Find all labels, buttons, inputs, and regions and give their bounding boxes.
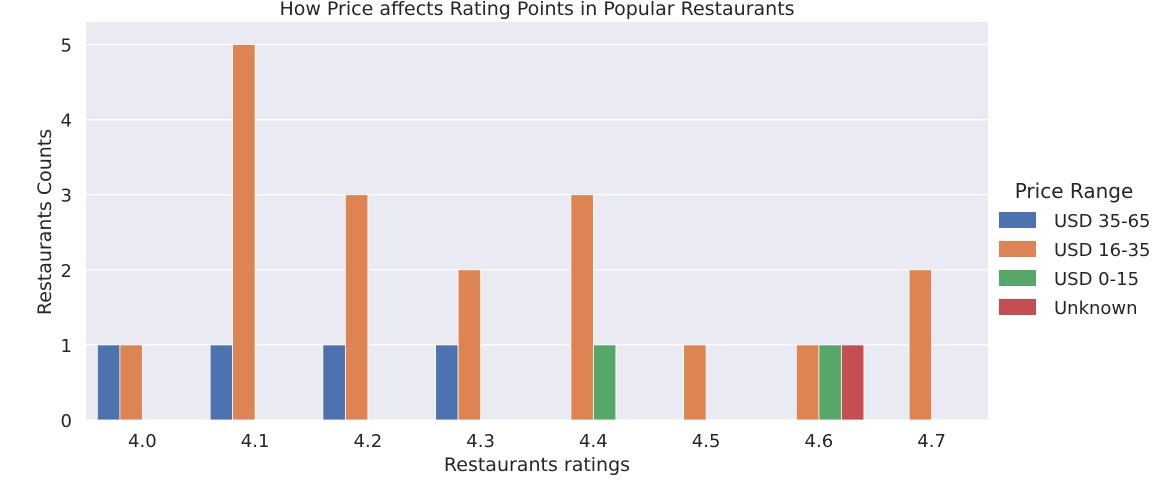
chart-title: How Price affects Rating Points in Popul…: [279, 0, 794, 20]
legend-item: USD 35-65: [999, 211, 1151, 232]
legend-label: Unknown: [1054, 298, 1138, 319]
y-tick-label: 1: [61, 336, 72, 357]
bar: [435, 344, 459, 421]
y-tick-label: 4: [61, 111, 72, 132]
legend-label: USD 0-15: [1054, 269, 1139, 290]
x-axis-title: Restaurants ratings: [444, 454, 630, 476]
bar: [232, 44, 256, 421]
legend-label: USD 35-65: [1054, 211, 1151, 232]
bar: [96, 344, 121, 421]
bar: [457, 269, 482, 421]
legend-item: USD 0-15: [999, 269, 1139, 290]
x-tick-label: 4.5: [692, 431, 721, 452]
y-tick-label: 5: [61, 36, 72, 57]
x-tick-label: 4.3: [466, 431, 495, 452]
y-axis-title: Restaurants Counts: [34, 129, 56, 315]
legend-item: USD 16-35: [999, 240, 1151, 261]
y-tick-label: 0: [61, 411, 72, 432]
bar: [818, 344, 842, 421]
y-tick-label: 2: [61, 261, 72, 282]
bars: [96, 44, 933, 421]
bar: [209, 344, 234, 421]
bar: [795, 344, 820, 421]
legend-item: Unknown: [999, 298, 1138, 319]
x-tick-label: 4.6: [805, 431, 834, 452]
bar: [908, 269, 933, 421]
x-axis-ticks: 4.0 4.1 4.2 4.3 4.4 4.5 4.6 4.7: [128, 431, 946, 452]
legend-label: USD 16-35: [1054, 240, 1151, 261]
legend-title: Price Range: [1015, 179, 1134, 203]
legend: Price Range USD 35-65 USD 16-35 USD 0-15 Un…: [999, 179, 1151, 319]
legend-swatch: [999, 241, 1036, 257]
bar: [592, 344, 617, 421]
x-tick-label: 4.0: [128, 431, 157, 452]
y-tick-label: 3: [61, 186, 72, 207]
bar: [119, 344, 143, 421]
legend-swatch: [999, 212, 1036, 228]
bar: [570, 194, 594, 421]
x-tick-label: 4.7: [917, 431, 946, 452]
bar: [840, 344, 865, 421]
legend-swatch: [999, 270, 1036, 286]
bar: [683, 344, 707, 421]
legend-swatch: [999, 299, 1036, 315]
bar: [344, 194, 369, 421]
x-tick-label: 4.4: [579, 431, 608, 452]
bar: [322, 344, 346, 421]
x-tick-label: 4.1: [241, 431, 270, 452]
y-axis-ticks: 0 1 2 3 4 5: [61, 36, 72, 432]
x-tick-label: 4.2: [354, 431, 383, 452]
legend-items: USD 35-65 USD 16-35 USD 0-15 Unknown: [999, 211, 1151, 319]
